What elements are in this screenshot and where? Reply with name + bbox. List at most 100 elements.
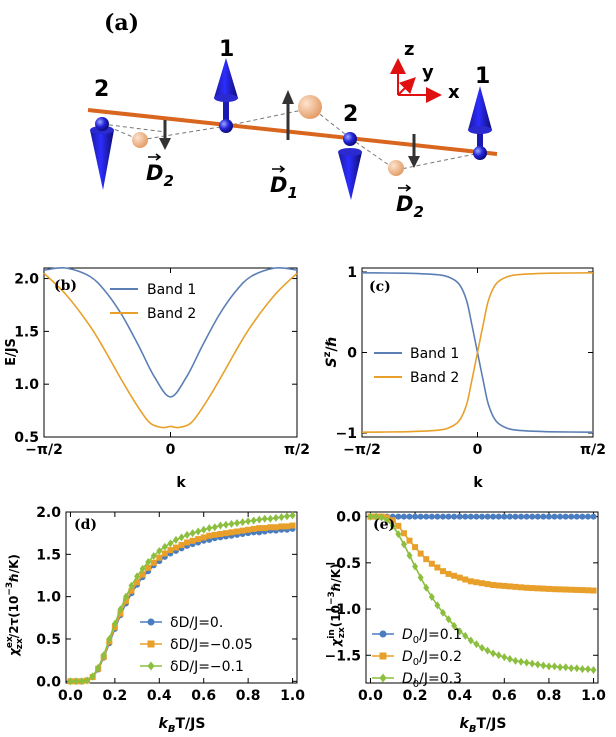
data-point <box>467 578 474 585</box>
legend: Band 1 Band 2 <box>374 346 459 386</box>
data-point <box>579 665 586 674</box>
data-point <box>451 621 458 630</box>
data-point <box>134 579 141 586</box>
data-point <box>206 524 213 533</box>
data-point <box>501 513 508 520</box>
data-point <box>551 513 558 520</box>
data-point <box>106 634 113 643</box>
data-point <box>167 547 174 554</box>
data-point <box>512 656 519 665</box>
data-point <box>562 663 569 672</box>
data-point <box>506 513 513 520</box>
magnetic-ion <box>132 132 148 148</box>
data-point <box>228 529 235 536</box>
d1-label: D1 <box>270 173 298 202</box>
legend-label: Band 1 <box>147 282 196 298</box>
x-tick-label: 0.0 <box>358 688 383 704</box>
data-point <box>239 518 246 527</box>
legend-marker <box>147 618 155 626</box>
data-point <box>490 582 497 589</box>
x-tick-label: 0.6 <box>191 688 216 704</box>
panel-label: (d) <box>74 517 97 533</box>
data-point <box>395 522 402 529</box>
data-point <box>400 540 407 549</box>
data-point <box>540 585 547 592</box>
data-point <box>167 539 174 548</box>
data-point <box>417 550 424 557</box>
data-point <box>501 582 508 589</box>
data-point <box>400 513 407 520</box>
data-point <box>568 513 575 520</box>
x-axis-title: k <box>473 475 483 491</box>
spin-up-site-1-right <box>468 86 492 160</box>
data-point <box>584 513 591 520</box>
data-point <box>518 584 525 591</box>
y-tick-label: 0 <box>347 346 357 362</box>
x-tick-label: −π/2 <box>25 442 63 458</box>
data-point <box>529 659 536 668</box>
data-point <box>590 587 597 594</box>
data-point <box>412 513 419 520</box>
data-point <box>189 529 196 538</box>
data-point <box>451 572 458 579</box>
d2-label: D2 <box>146 161 174 190</box>
y-tick-label: 0.0 <box>36 674 61 690</box>
data-point <box>417 573 424 582</box>
y-axis-title: χinzx(10−3ℏ/K) <box>327 563 347 647</box>
data-point <box>284 523 291 530</box>
data-point <box>122 592 129 601</box>
data-point <box>534 513 541 520</box>
x-tick-label: π/2 <box>580 442 606 458</box>
legend-label: D0/J=0.2 <box>402 649 462 668</box>
legend-marker <box>147 661 155 671</box>
data-point <box>84 676 91 685</box>
data-point <box>568 664 575 673</box>
y-tick-label: 0.5 <box>36 632 61 648</box>
series-line <box>361 272 594 433</box>
d2-label: D2 <box>396 192 424 221</box>
data-point <box>495 651 502 660</box>
data-point <box>451 513 458 520</box>
data-point <box>428 513 435 520</box>
data-point <box>78 677 85 686</box>
y-tick-label: 1.0 <box>36 590 61 606</box>
y-tick-label: 1.0 <box>14 377 39 393</box>
data-point <box>111 619 118 628</box>
panel-d-chart: 0.0 0.5 1.0 1.5 2.0 0.0 0.2 0.4 0.6 0.8 1.0 (d) χe… <box>5 505 305 735</box>
data-point <box>428 593 435 602</box>
data-point <box>222 530 229 537</box>
data-point <box>484 646 491 655</box>
data-point <box>434 564 441 571</box>
data-point <box>423 513 430 520</box>
legend-label: Band 1 <box>410 346 459 362</box>
data-point <box>467 513 474 520</box>
data-point <box>557 513 564 520</box>
chain-line <box>87 108 498 156</box>
y-tick-label: −1.0 <box>324 602 361 618</box>
data-point <box>573 513 580 520</box>
data-point <box>439 568 446 575</box>
x-axis-label: x <box>448 82 460 103</box>
coordinate-frame: z y x <box>390 39 460 103</box>
data-point <box>545 585 552 592</box>
data-point <box>289 522 296 529</box>
data-point <box>222 520 229 529</box>
data-point <box>278 513 285 522</box>
data-point <box>134 572 141 581</box>
panel-label: (b) <box>54 278 77 294</box>
data-point <box>479 580 485 587</box>
data-point <box>512 513 519 520</box>
site-label: 1 <box>475 64 490 89</box>
legend-label: Band 2 <box>410 370 459 386</box>
data-point <box>195 536 202 543</box>
data-point <box>161 550 168 557</box>
legend-marker <box>379 630 387 638</box>
data-point <box>462 513 469 520</box>
data-point <box>389 521 396 530</box>
data-point <box>573 586 580 593</box>
data-point <box>128 581 135 590</box>
data-point <box>256 515 263 524</box>
data-point <box>557 586 564 593</box>
data-point <box>172 544 179 551</box>
